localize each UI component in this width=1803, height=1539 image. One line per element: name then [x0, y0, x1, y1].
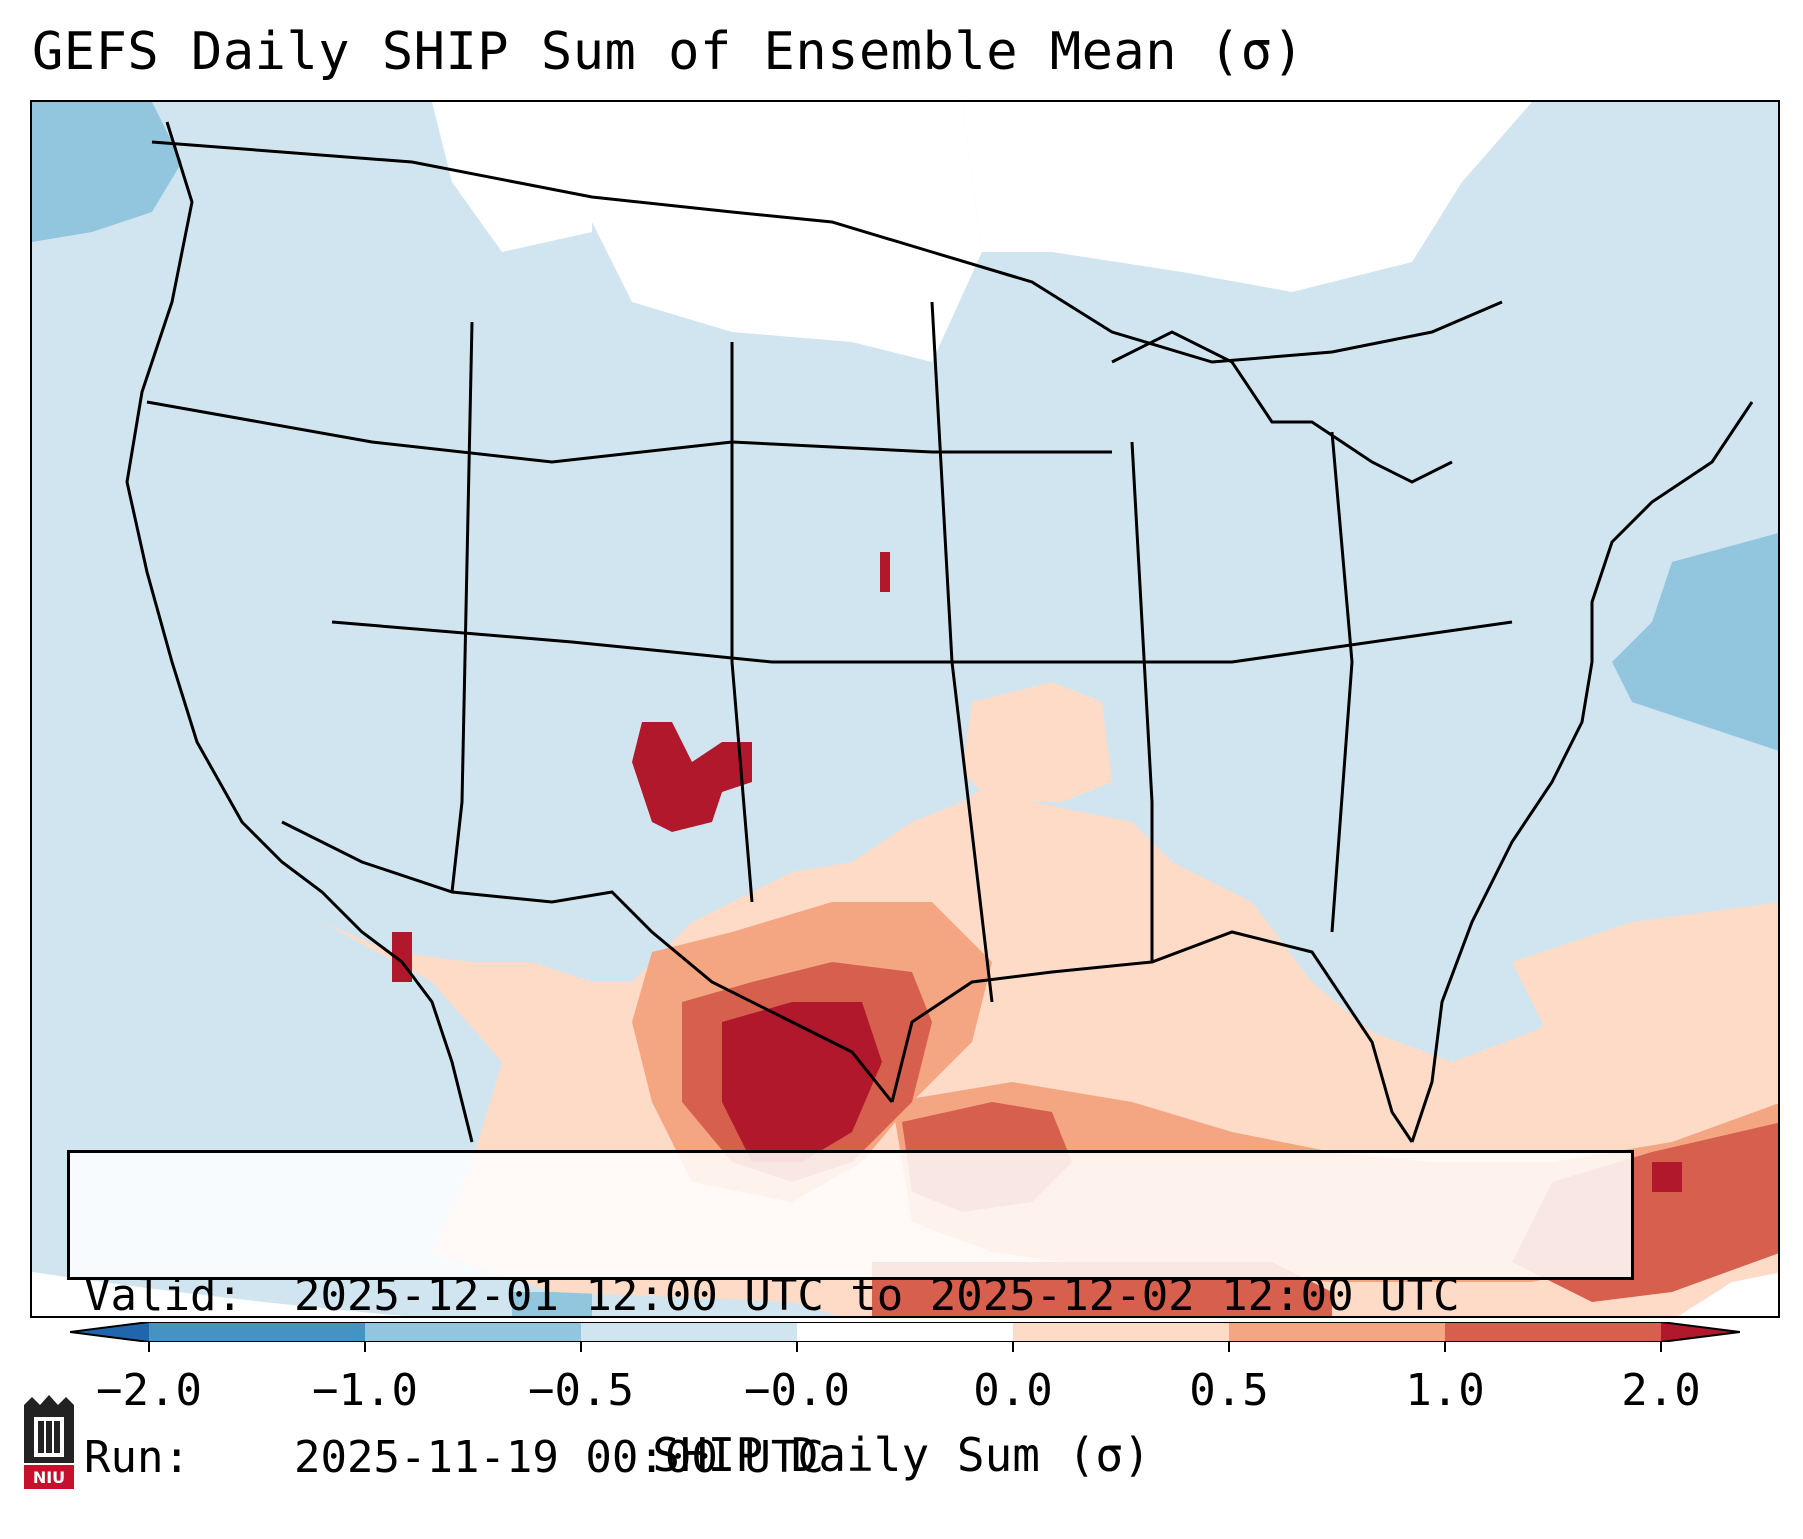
state-line-2: [331, 620, 1513, 664]
boundaries: [125, 121, 1754, 1143]
colorbar-tick-mark: [148, 1342, 150, 1352]
colorbar-tick-label: 2.0: [1621, 1365, 1701, 1416]
colorbar-tick-label: 0.0: [973, 1365, 1053, 1416]
colorbar-segment-5: [1013, 1322, 1229, 1342]
colorbar-segment-7: [1445, 1322, 1661, 1342]
colorbar-extend-right: [1661, 1322, 1740, 1342]
field-neutral-northwest: [432, 102, 592, 252]
run-label: Run:: [84, 1432, 190, 1483]
state-line-5: [930, 301, 994, 1003]
colorbar: [70, 1322, 1740, 1342]
field-low-pacific-south: [512, 1292, 592, 1316]
colorbar-extend-left: [70, 1322, 149, 1342]
west-coast-line: [125, 121, 474, 1143]
state-line-1: [146, 400, 1112, 464]
field-very-high-kansas: [880, 552, 890, 592]
niu-logo: NIU: [24, 1395, 74, 1489]
gulf-coast-line: [890, 930, 1414, 1143]
colorbar-segment-2: [365, 1322, 581, 1342]
run-row: Run: 2025-11-19 00:00 UTC: [84, 1431, 1617, 1485]
field-slightly-high-atlantic: [1512, 902, 1778, 1102]
field-neutral-north: [592, 102, 982, 362]
colorbar-tick-mark: [796, 1342, 798, 1352]
field-very-high-caribbean: [1652, 1162, 1682, 1192]
state-line-3: [450, 321, 474, 893]
colorbar-tick-label: −0.0: [744, 1365, 850, 1416]
colorbar-tick-mark: [580, 1342, 582, 1352]
colorbar-segment-1: [149, 1322, 365, 1342]
colorbar-tick-label: −2.0: [96, 1365, 202, 1416]
state-line-4: [730, 342, 754, 903]
ship-map: [32, 102, 1778, 1316]
colorbar-label: SHIP Daily Sum (σ): [652, 1428, 1151, 1482]
colorbar-tick-mark: [1444, 1342, 1446, 1352]
great-lakes-line: [1111, 330, 1453, 484]
field-neutral-southeast: [1678, 1272, 1778, 1316]
east-coast-line: [1410, 401, 1754, 1143]
colorbar-tick-label: 1.0: [1405, 1365, 1485, 1416]
colorbar-tick-label: 0.5: [1189, 1365, 1269, 1416]
colorbar-segment-4: [797, 1322, 1013, 1342]
niu-logo-text: NIU: [33, 1468, 65, 1487]
state-line-7: [1330, 431, 1354, 933]
valid-label: Valid:: [84, 1270, 243, 1321]
colorbar-tick-mark: [1012, 1342, 1014, 1352]
run-value: 2025-11-19 00:00 UTC: [294, 1432, 824, 1483]
valid-row: Valid: 2025-12-01 12:00 UTC to 2025-12-0…: [84, 1269, 1617, 1323]
us-mexico-border-line: [281, 820, 894, 1103]
colorbar-segment-6: [1229, 1322, 1445, 1342]
colorbar-segment-3: [581, 1322, 797, 1342]
field-very-high-nm: [632, 722, 752, 832]
map-title: GEFS Daily SHIP Sum of Ensemble Mean (σ): [32, 22, 1305, 82]
map-panel[interactable]: [30, 100, 1780, 1318]
colorbar-tick-mark: [364, 1342, 366, 1352]
colorbar-tick-label: −0.5: [528, 1365, 634, 1416]
colorbar-tick-mark: [1228, 1342, 1230, 1352]
field-very-high-texas: [722, 1002, 882, 1162]
validity-info-box: Valid: 2025-12-01 12:00 UTC to 2025-12-0…: [67, 1150, 1634, 1483]
colorbar-tick-label: −1.0: [312, 1365, 418, 1416]
field-low-northwest: [32, 102, 182, 242]
state-line-6: [1130, 441, 1154, 962]
field-neutral-northeast: [962, 102, 1532, 292]
valid-value: 2025-12-01 12:00 UTC to 2025-12-02 12:00…: [294, 1270, 1460, 1321]
field-slightly-high-central: [962, 682, 1112, 802]
field-low-atlantic: [1612, 533, 1778, 751]
colorbar-tick-mark: [1660, 1342, 1662, 1352]
field-neutral-southwest: [32, 1272, 406, 1316]
us-canada-border-line: [151, 140, 1503, 364]
